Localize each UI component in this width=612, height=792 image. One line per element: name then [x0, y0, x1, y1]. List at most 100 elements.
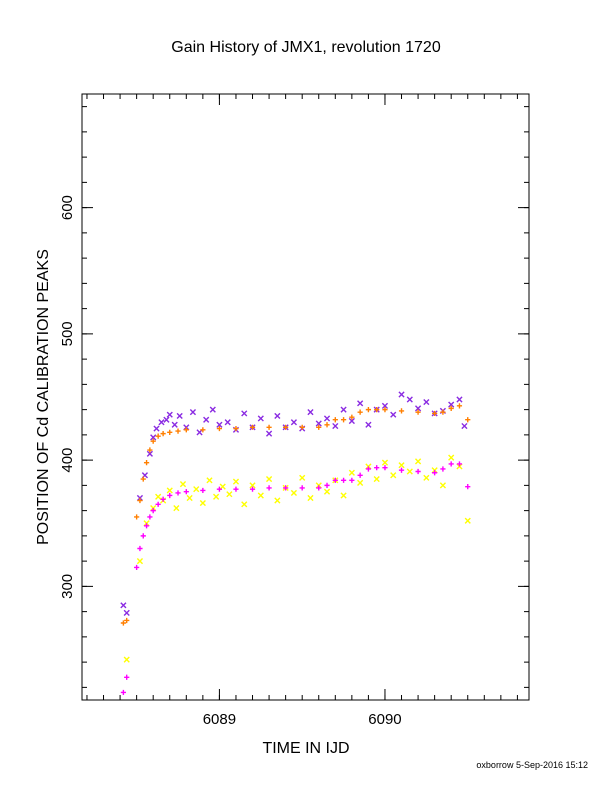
data-point [226, 491, 233, 498]
data-point [134, 564, 140, 571]
data-point [137, 545, 143, 552]
data-point [213, 493, 220, 500]
data-point [448, 401, 455, 408]
data-point [171, 421, 178, 428]
data-point [357, 472, 363, 478]
data-point [456, 403, 463, 409]
data-point [316, 424, 322, 430]
data-point [153, 425, 160, 432]
plot-frame [81, 93, 530, 701]
data-point [233, 486, 239, 492]
data-point [249, 424, 256, 430]
data-point [348, 417, 355, 425]
data-point [465, 417, 471, 423]
data-point [307, 409, 314, 416]
data-point [147, 514, 153, 520]
data-point [196, 429, 203, 436]
data-point [332, 477, 338, 483]
data-point [143, 523, 150, 529]
data-point [398, 408, 405, 414]
data-point [224, 419, 231, 426]
data-point [120, 602, 127, 609]
data-point [283, 424, 289, 430]
data-point [209, 406, 216, 413]
data-point [166, 487, 173, 494]
data-point [186, 494, 193, 502]
data-point [382, 407, 388, 413]
data-point [257, 492, 264, 499]
data-point [158, 419, 165, 426]
data-point [315, 420, 322, 427]
data-point [406, 468, 413, 475]
data-point [390, 472, 397, 479]
data-point [136, 558, 144, 565]
data-point [448, 461, 454, 467]
data-point [173, 505, 180, 512]
data-point [357, 400, 364, 407]
data-point [120, 620, 126, 626]
data-point [348, 469, 355, 476]
data-point [200, 487, 206, 494]
data-point [406, 396, 413, 403]
data-point [374, 465, 380, 471]
data-point [382, 465, 388, 471]
chart-title: Gain History of JMX1, revolution 1720 [171, 39, 441, 56]
data-point [324, 482, 330, 488]
data-point [357, 409, 363, 415]
data-point [160, 431, 166, 437]
data-point [200, 427, 206, 433]
data-point [233, 425, 239, 432]
data-point [374, 407, 380, 413]
data-point [461, 422, 468, 430]
data-point [189, 409, 197, 416]
data-point [167, 492, 173, 499]
data-point [265, 475, 273, 483]
data-point [166, 411, 173, 418]
data-point [448, 454, 455, 461]
data-points [120, 391, 471, 696]
data-point [365, 466, 372, 472]
data-point [398, 467, 405, 473]
data-point [175, 428, 181, 434]
data-point [423, 398, 430, 406]
data-point [146, 450, 153, 457]
data-point [175, 490, 181, 496]
data-point [140, 476, 146, 482]
series-0 [120, 391, 468, 616]
tick-labels: 6089 6090 300 400 500 600 [59, 195, 402, 728]
data-point [316, 485, 322, 491]
data-point [324, 422, 330, 428]
data-point [465, 484, 471, 490]
data-point [381, 402, 389, 409]
data-point [390, 411, 397, 418]
data-point [349, 414, 355, 420]
data-point [414, 458, 422, 465]
data-point [160, 496, 166, 502]
data-point [124, 674, 130, 680]
data-point [147, 447, 153, 453]
data-point [155, 501, 161, 507]
data-point [432, 410, 438, 417]
data-point [323, 488, 331, 495]
data-point [299, 424, 305, 430]
data-point [123, 656, 130, 663]
y-axis-label: POSITION OF Cd CALIBRATION PEAKS [35, 249, 52, 545]
data-point [456, 461, 463, 467]
data-point [332, 417, 338, 423]
y-tick-label: 300 [59, 574, 76, 599]
data-point [357, 479, 364, 486]
data-point [440, 466, 446, 472]
data-point [266, 424, 272, 430]
data-point [150, 434, 157, 441]
data-point [265, 430, 273, 437]
series-3 [120, 461, 471, 696]
data-point [432, 470, 438, 476]
data-point [307, 494, 314, 502]
x-axis-label: TIME IN IJD [262, 740, 349, 757]
y-tick-label: 500 [59, 321, 76, 346]
data-point [440, 409, 446, 415]
data-point [398, 462, 405, 469]
data-point [415, 468, 421, 475]
data-point [257, 415, 264, 422]
